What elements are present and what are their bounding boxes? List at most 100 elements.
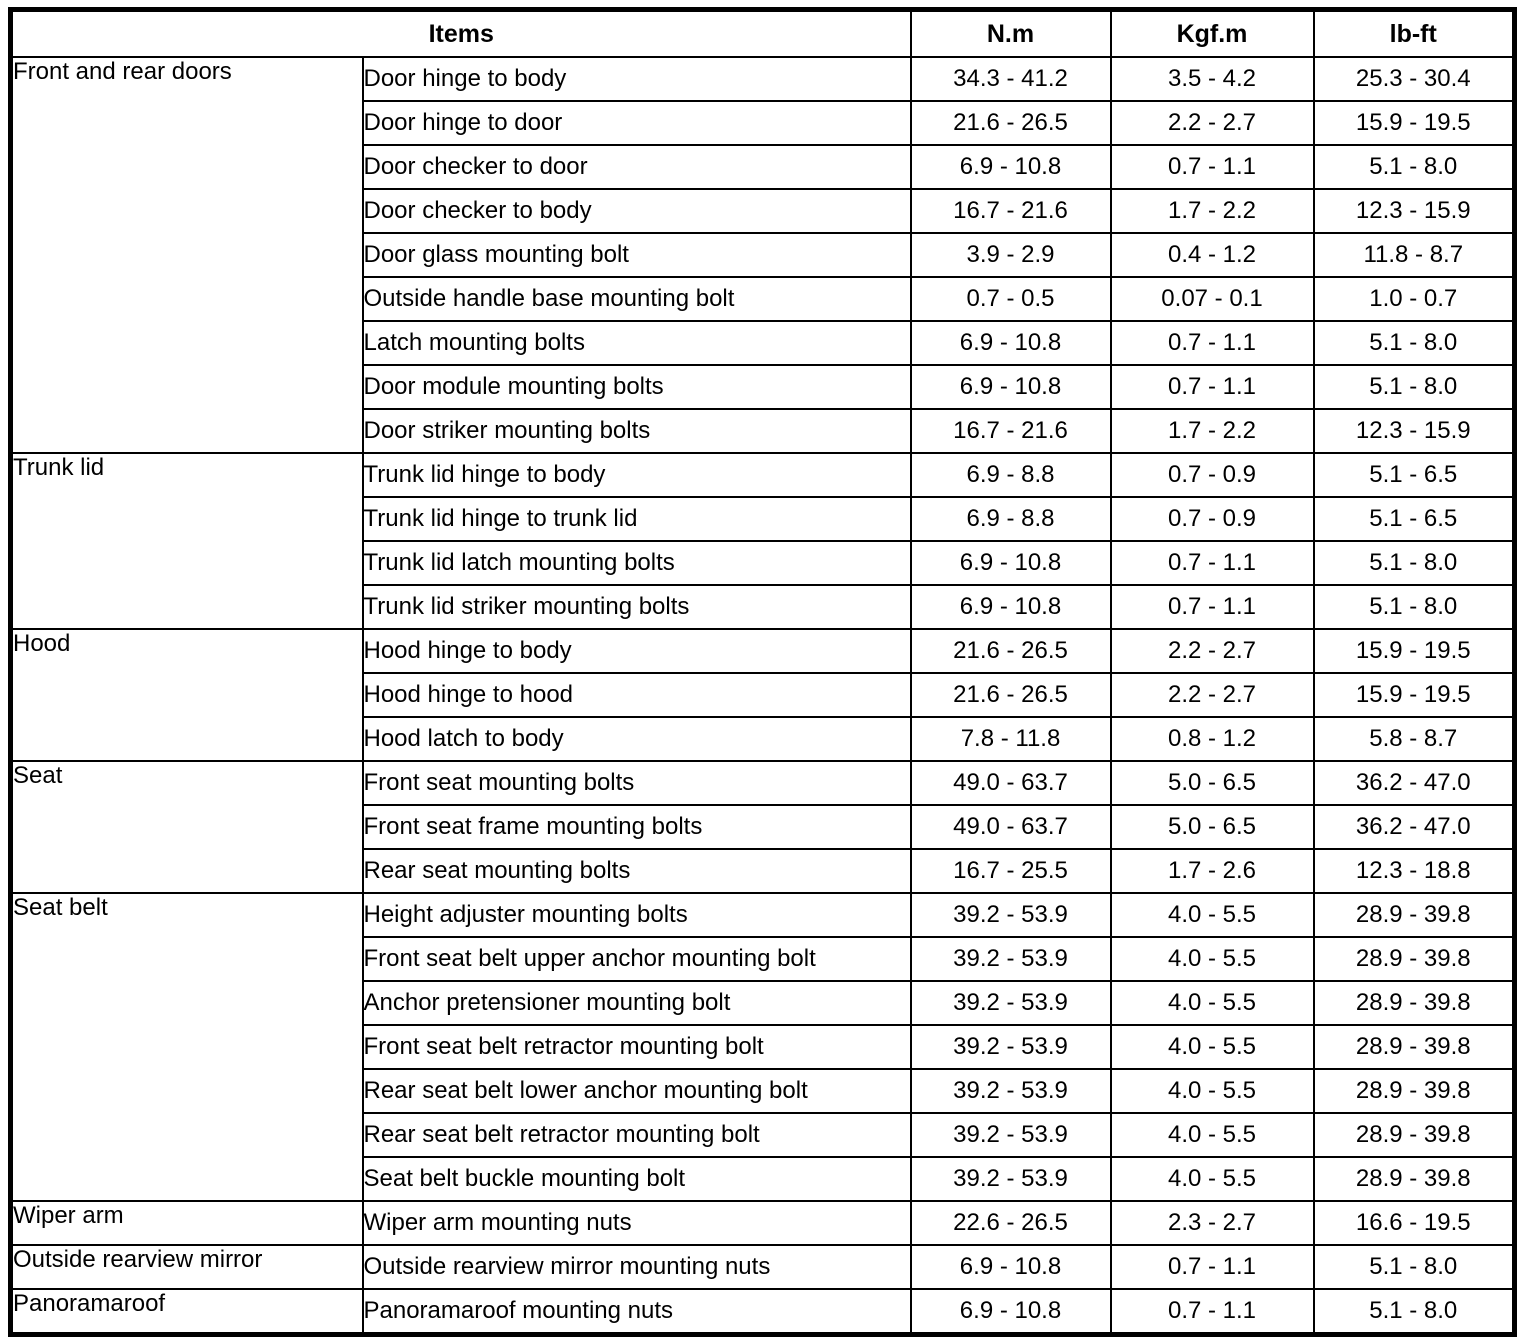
kgfm-value-cell: 3.5 - 4.2 — [1109, 56, 1315, 102]
lbft-value-cell: 11.8 - 8.7 — [1312, 232, 1516, 278]
kgfm-value-cell: 5.0 - 6.5 — [1109, 760, 1315, 806]
table-row: Door hinge to door 21.6 - 26.5 2.2 - 2.7 15… — [11, 100, 1516, 146]
nm-value-cell: 16.7 - 25.5 — [909, 848, 1112, 894]
lbft-value-cell: 15.9 - 19.5 — [1312, 628, 1516, 674]
item-cell: Door checker to body — [361, 188, 912, 234]
item-cell: Front seat frame mounting bolts — [361, 804, 912, 850]
kgfm-value-cell: 0.07 - 0.1 — [1109, 276, 1315, 322]
nm-value-cell: 6.9 - 10.8 — [909, 584, 1112, 630]
category-cell: Seat belt — [9, 892, 364, 1202]
item-cell: Front seat belt upper anchor mounting bo… — [361, 936, 912, 982]
category-cell: Trunk lid — [9, 452, 364, 630]
lbft-value-cell: 5.1 - 8.0 — [1312, 364, 1516, 410]
lbft-value-cell: 5.1 - 6.5 — [1312, 452, 1516, 498]
nm-value-cell: 6.9 - 10.8 — [909, 320, 1112, 366]
nm-value-cell: 6.9 - 10.8 — [909, 144, 1112, 190]
table-row: Rear seat belt lower anchor mounting bol… — [11, 1068, 1516, 1114]
item-cell: Wiper arm mounting nuts — [361, 1200, 912, 1246]
column-header-nm: N.m — [909, 8, 1112, 58]
item-cell: Hood hinge to body — [361, 628, 912, 674]
nm-value-cell: 49.0 - 63.7 — [909, 804, 1112, 850]
column-header-lbft: lb-ft — [1312, 8, 1516, 58]
lbft-value-cell: 25.3 - 30.4 — [1312, 56, 1516, 102]
nm-value-cell: 34.3 - 41.2 — [909, 56, 1112, 102]
category-cell: Panoramaroof — [9, 1288, 364, 1336]
category-cell: Hood — [9, 628, 364, 762]
item-cell: Door module mounting bolts — [361, 364, 912, 410]
lbft-value-cell: 12.3 - 15.9 — [1312, 408, 1516, 454]
nm-value-cell: 39.2 - 53.9 — [909, 936, 1112, 982]
nm-value-cell: 3.9 - 2.9 — [909, 232, 1112, 278]
nm-value-cell: 49.0 - 63.7 — [909, 760, 1112, 806]
kgfm-value-cell: 4.0 - 5.5 — [1109, 936, 1315, 982]
item-cell: Height adjuster mounting bolts — [361, 892, 912, 938]
kgfm-value-cell: 0.7 - 1.1 — [1109, 1288, 1315, 1336]
item-cell: Front seat belt retractor mounting bolt — [361, 1024, 912, 1070]
lbft-value-cell: 5.1 - 8.0 — [1312, 540, 1516, 586]
document-page: Items N.m Kgf.m lb-ft Front and rear doo… — [8, 7, 1517, 1337]
lbft-value-cell: 28.9 - 39.8 — [1312, 892, 1516, 938]
item-cell: Seat belt buckle mounting bolt — [361, 1156, 912, 1202]
table-row: Rear seat belt retractor mounting bolt 39… — [11, 1112, 1516, 1158]
nm-value-cell: 21.6 - 26.5 — [909, 100, 1112, 146]
category-cell: Seat — [9, 760, 364, 894]
table-body: Front and rear doors Door hinge to body 34… — [9, 56, 1516, 1336]
nm-value-cell: 6.9 - 10.8 — [909, 1244, 1112, 1290]
table-row: Door module mounting bolts 6.9 - 10.8 0.7 … — [11, 364, 1516, 410]
kgfm-value-cell: 0.8 - 1.2 — [1109, 716, 1315, 762]
kgfm-value-cell: 0.7 - 1.1 — [1109, 364, 1315, 410]
table-row: Trunk lid latch mounting bolts 6.9 - 10.8… — [11, 540, 1516, 586]
kgfm-value-cell: 0.7 - 1.1 — [1109, 1244, 1315, 1290]
table-row: Hood hinge to hood 21.6 - 26.5 2.2 - 2.7 15… — [11, 672, 1516, 718]
kgfm-value-cell: 2.2 - 2.7 — [1109, 672, 1315, 718]
lbft-value-cell: 36.2 - 47.0 — [1312, 804, 1516, 850]
item-cell: Rear seat belt retractor mounting bolt — [361, 1112, 912, 1158]
table-row: Anchor pretensioner mounting bolt 39.2 - … — [11, 980, 1516, 1026]
lbft-value-cell: 12.3 - 18.8 — [1312, 848, 1516, 894]
lbft-value-cell: 28.9 - 39.8 — [1312, 1156, 1516, 1202]
item-cell: Trunk lid latch mounting bolts — [361, 540, 912, 586]
nm-value-cell: 21.6 - 26.5 — [909, 672, 1112, 718]
item-cell: Panoramaroof mounting nuts — [361, 1288, 912, 1336]
lbft-value-cell: 1.0 - 0.7 — [1312, 276, 1516, 322]
lbft-value-cell: 5.1 - 8.0 — [1312, 144, 1516, 190]
table-row: Door striker mounting bolts 16.7 - 21.6 1.… — [11, 408, 1516, 454]
lbft-value-cell: 5.8 - 8.7 — [1312, 716, 1516, 762]
table-row: Door glass mounting bolt 3.9 - 2.9 0.4 - 1… — [11, 232, 1516, 278]
nm-value-cell: 21.6 - 26.5 — [909, 628, 1112, 674]
lbft-value-cell: 28.9 - 39.8 — [1312, 1024, 1516, 1070]
item-cell: Outside rearview mirror mounting nuts — [361, 1244, 912, 1290]
kgfm-value-cell: 0.7 - 1.1 — [1109, 584, 1315, 630]
header-row: Items N.m Kgf.m lb-ft — [9, 8, 1516, 58]
nm-value-cell: 6.9 - 8.8 — [909, 496, 1112, 542]
nm-value-cell: 16.7 - 21.6 — [909, 408, 1112, 454]
table-row: Seat belt Height adjuster mounting bolts 3… — [9, 892, 1516, 1202]
table-row: Door checker to door 6.9 - 10.8 0.7 - 1.1 5… — [11, 144, 1516, 190]
kgfm-value-cell: 0.4 - 1.2 — [1109, 232, 1315, 278]
lbft-value-cell: 16.6 - 19.5 — [1312, 1200, 1516, 1246]
table-row: Outside handle base mounting bolt 0.7 - 0… — [11, 276, 1516, 322]
item-cell: Rear seat belt lower anchor mounting bol… — [361, 1068, 912, 1114]
item-cell: Outside handle base mounting bolt — [361, 276, 912, 322]
table-row: Seat Front seat mounting bolts 49.0 - 63.7… — [9, 760, 1516, 894]
table-row: Trunk lid striker mounting bolts 6.9 - 10… — [11, 584, 1516, 630]
kgfm-value-cell: 0.7 - 0.9 — [1109, 496, 1315, 542]
lbft-value-cell: 5.1 - 8.0 — [1312, 584, 1516, 630]
kgfm-value-cell: 0.7 - 1.1 — [1109, 540, 1315, 586]
kgfm-value-cell: 1.7 - 2.6 — [1109, 848, 1315, 894]
item-cell: Hood latch to body — [361, 716, 912, 762]
lbft-value-cell: 28.9 - 39.8 — [1312, 936, 1516, 982]
kgfm-value-cell: 0.7 - 0.9 — [1109, 452, 1315, 498]
item-cell: Door hinge to body — [361, 56, 912, 102]
nm-value-cell: 6.9 - 10.8 — [909, 540, 1112, 586]
nm-value-cell: 7.8 - 11.8 — [909, 716, 1112, 762]
nm-value-cell: 0.7 - 0.5 — [909, 276, 1112, 322]
kgfm-value-cell: 1.7 - 2.2 — [1109, 408, 1315, 454]
nm-value-cell: 16.7 - 21.6 — [909, 188, 1112, 234]
lbft-value-cell: 15.9 - 19.5 — [1312, 672, 1516, 718]
table-row: Outside rearview mirror Outside rearview … — [9, 1244, 1516, 1290]
table-row: Trunk lid hinge to trunk lid 6.9 - 8.8 0.7… — [11, 496, 1516, 542]
table-row: Wiper arm Wiper arm mounting nuts 22.6 - 2… — [9, 1200, 1516, 1246]
kgfm-value-cell: 4.0 - 5.5 — [1109, 980, 1315, 1026]
item-cell: Door glass mounting bolt — [361, 232, 912, 278]
